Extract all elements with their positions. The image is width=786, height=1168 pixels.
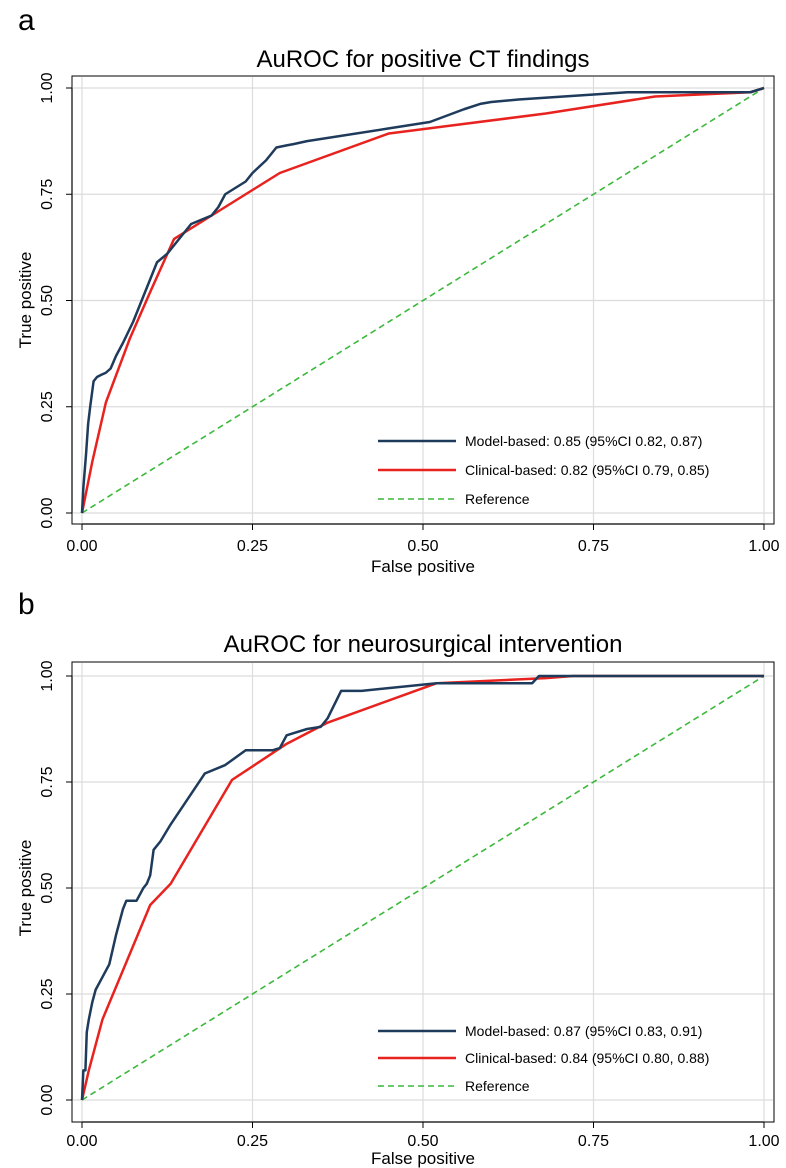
y-tick-label-b-3: 0.75: [39, 766, 56, 797]
x-tick-labels-a: 0.00 0.25 0.50 0.75 1.00: [66, 538, 779, 555]
y-tick-labels-a: 0.00 0.25 0.50 0.75 1.00: [39, 72, 56, 528]
legend-b: Model-based: 0.87 (95%CI 0.83, 0.91) Cli…: [378, 1023, 709, 1094]
panel-label-a: a: [18, 4, 35, 37]
series-line-b-model: [80, 674, 764, 1101]
legend-label-a-model: Model-based: 0.85 (95%CI 0.82, 0.87): [465, 433, 702, 449]
panel-label-b: b: [18, 588, 35, 621]
legend-a: Model-based: 0.85 (95%CI 0.82, 0.87) Cli…: [378, 433, 709, 507]
y-tick-label-b-4: 1.00: [39, 660, 56, 691]
chart-title-b: AuROC for neurosurgical intervention: [224, 631, 623, 658]
series-line-a-clinical: [80, 86, 765, 514]
y-tick-marks-a: [66, 87, 72, 514]
x-tick-label-a-4: 1.00: [748, 538, 779, 555]
y-tick-label-a-4: 1.00: [39, 72, 56, 103]
panel-b: b AuROC for neurosurgical intervention 0…: [16, 588, 780, 1168]
legend-label-a-reference: Reference: [465, 491, 530, 507]
y-tick-label-b-1: 0.25: [39, 978, 56, 1009]
y-tick-labels-b: 0.00 0.25 0.50 0.75 1.00: [39, 660, 56, 1115]
series-group-b: [80, 674, 765, 1101]
y-tick-label-b-2: 0.50: [39, 872, 56, 903]
series-line-a-reference: [81, 87, 765, 514]
y-tick-label-a-2: 0.50: [39, 285, 56, 316]
series-line-b-clinical: [80, 674, 764, 1101]
x-tick-label-a-0: 0.00: [66, 538, 97, 555]
x-tick-label-a-2: 0.50: [407, 538, 438, 555]
x-tick-label-b-2: 0.50: [407, 1133, 438, 1150]
x-axis-label-b: False positive: [371, 1149, 475, 1168]
panel-a: a AuROC for positive CT findings 0.00 0.…: [16, 4, 780, 576]
x-tick-label-b-0: 0.00: [66, 1133, 97, 1150]
y-tick-label-b-0: 0.00: [39, 1084, 56, 1115]
x-tick-label-a-3: 0.75: [578, 538, 609, 555]
legend-label-b-model: Model-based: 0.87 (95%CI 0.83, 0.91): [465, 1023, 702, 1039]
legend-label-a-clinical: Clinical-based: 0.82 (95%CI 0.79, 0.85): [465, 462, 709, 478]
y-axis-label-b: True positive: [16, 840, 35, 937]
series-group-a: [80, 86, 765, 514]
y-tick-label-a-3: 0.75: [39, 179, 56, 210]
series-line-b-reference: [81, 675, 765, 1101]
y-tick-label-a-0: 0.00: [39, 497, 56, 528]
x-tick-marks-b: [81, 1122, 765, 1128]
x-tick-label-b-1: 0.25: [237, 1133, 268, 1150]
x-tick-label-a-1: 0.25: [237, 538, 268, 555]
x-tick-marks-a: [81, 524, 765, 530]
x-tick-label-b-3: 0.75: [578, 1133, 609, 1150]
chart-title-a: AuROC for positive CT findings: [256, 46, 589, 73]
y-axis-label-a: True positive: [16, 252, 35, 349]
x-tick-labels-b: 0.00 0.25 0.50 0.75 1.00: [66, 1133, 779, 1150]
legend-label-b-reference: Reference: [465, 1078, 530, 1094]
y-tick-marks-b: [66, 675, 72, 1101]
series-line-a-model: [80, 86, 765, 514]
x-axis-label-a: False positive: [371, 557, 475, 576]
y-tick-label-a-1: 0.25: [39, 391, 56, 422]
legend-label-b-clinical: Clinical-based: 0.84 (95%CI 0.80, 0.88): [465, 1050, 709, 1066]
x-tick-label-b-4: 1.00: [748, 1133, 779, 1150]
